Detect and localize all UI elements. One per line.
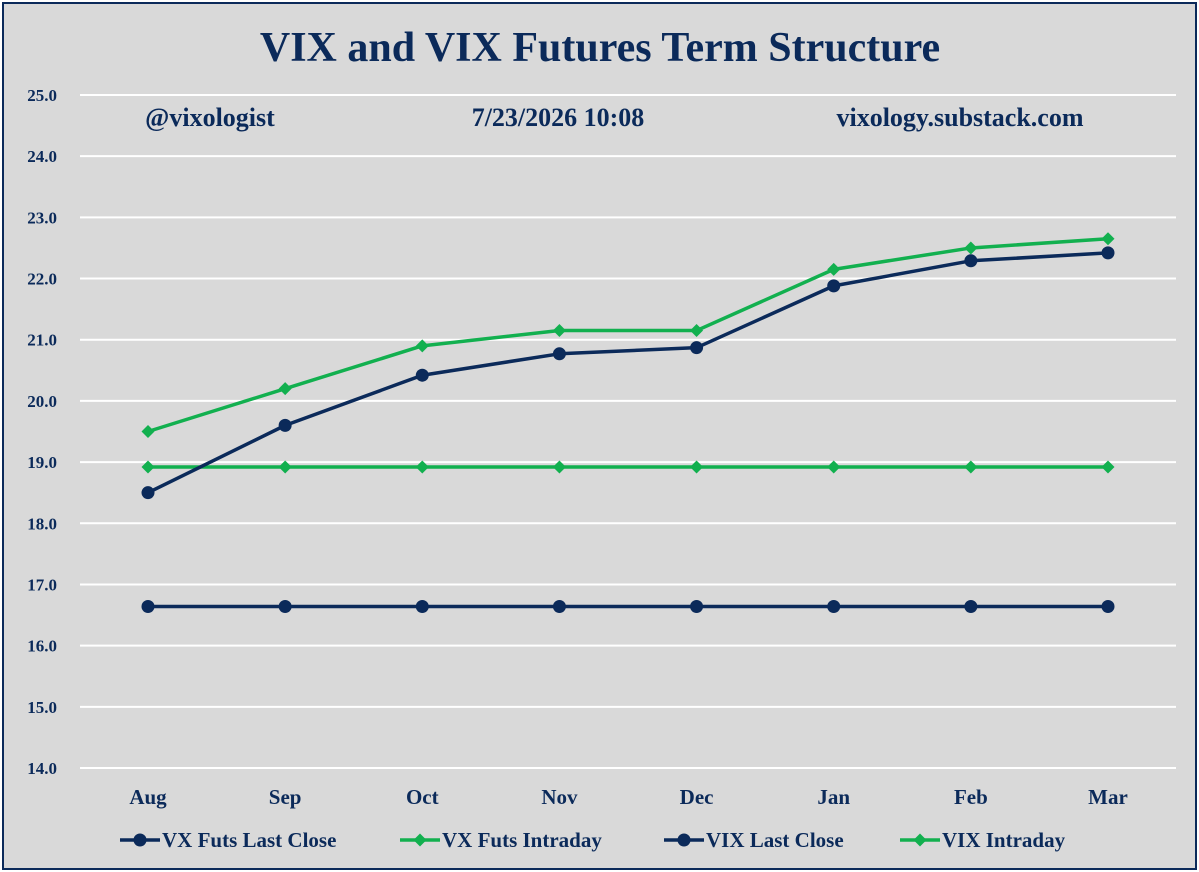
y-tick-label: 25.0 xyxy=(27,86,57,105)
data-point xyxy=(827,279,841,293)
series-layer xyxy=(141,232,1115,613)
legend-swatch-marker xyxy=(413,833,427,847)
data-point xyxy=(1101,232,1115,246)
data-point xyxy=(1101,246,1115,260)
data-point xyxy=(415,460,429,474)
x-tick-label: Dec xyxy=(680,785,714,809)
y-axis: 14.0 15.0 16.0 17.0 18.0 19.0 20.0 21.0 22.0 23.0… xyxy=(27,86,57,778)
data-point xyxy=(827,460,841,474)
data-point xyxy=(827,599,841,613)
legend: VX Futs Last Close VX Futs Intraday VIX La… xyxy=(120,828,1066,852)
series-line xyxy=(147,251,1109,495)
data-point xyxy=(141,460,155,474)
data-point xyxy=(141,425,155,438)
handle-annotation: @vixologist xyxy=(145,103,275,132)
data-point xyxy=(141,486,155,500)
x-axis: Aug Sep Oct Nov Dec Jan Feb Mar xyxy=(129,785,1128,809)
y-tick-label: 19.0 xyxy=(27,453,57,472)
data-point xyxy=(278,418,292,432)
data-point xyxy=(552,460,566,474)
chart-title: VIX and VIX Futures Term Structure xyxy=(260,25,940,71)
site-annotation: vixology.substack.com xyxy=(836,103,1083,132)
series-vx-futs-last-close xyxy=(141,246,1115,500)
series-vix-last-close xyxy=(141,599,1115,613)
data-point xyxy=(415,599,429,613)
data-point xyxy=(552,599,566,613)
gridlines xyxy=(80,94,1176,769)
timestamp-annotation: 7/23/2026 10:08 xyxy=(472,103,645,132)
legend-label: VIX Last Close xyxy=(706,828,844,852)
data-point xyxy=(415,339,429,353)
legend-item: VIX Intraday xyxy=(900,828,1066,852)
data-point xyxy=(1101,460,1115,474)
x-tick-label: Sep xyxy=(269,785,302,809)
data-point xyxy=(278,460,292,474)
series-vix-intraday xyxy=(141,460,1115,474)
series-vx-futs-intraday xyxy=(141,232,1115,438)
data-point xyxy=(278,382,292,396)
y-tick-label: 18.0 xyxy=(27,514,57,533)
y-tick-label: 14.0 xyxy=(27,759,57,778)
legend-swatch-marker xyxy=(677,833,691,847)
x-tick-label: Feb xyxy=(954,785,988,809)
legend-label: VX Futs Intraday xyxy=(442,828,602,852)
data-point xyxy=(415,368,429,382)
data-point xyxy=(552,347,566,361)
y-tick-label: 17.0 xyxy=(27,575,57,594)
series-line xyxy=(147,237,1109,434)
y-tick-label: 23.0 xyxy=(27,208,57,227)
legend-swatch-marker xyxy=(913,833,927,847)
data-point xyxy=(964,241,978,255)
y-tick-label: 20.0 xyxy=(27,392,57,411)
y-tick-label: 22.0 xyxy=(27,270,57,289)
data-point xyxy=(827,262,841,276)
data-point xyxy=(690,460,704,474)
y-tick-label: 15.0 xyxy=(27,698,57,717)
x-tick-label: Oct xyxy=(406,785,439,809)
legend-item: VIX Last Close xyxy=(664,828,844,852)
legend-swatch-marker xyxy=(133,833,147,847)
data-point xyxy=(141,599,155,613)
legend-label: VX Futs Last Close xyxy=(162,828,336,852)
legend-item: VX Futs Last Close xyxy=(120,828,336,852)
data-point xyxy=(964,460,978,474)
legend-item: VX Futs Intraday xyxy=(400,828,602,852)
data-point xyxy=(690,341,704,355)
data-point xyxy=(278,599,292,613)
data-point xyxy=(964,254,978,268)
data-point xyxy=(964,599,978,613)
data-point xyxy=(690,324,704,338)
data-point xyxy=(690,599,704,613)
x-tick-label: Nov xyxy=(541,785,578,809)
y-tick-label: 21.0 xyxy=(27,331,57,350)
data-point xyxy=(1101,599,1115,613)
x-tick-label: Aug xyxy=(129,785,167,809)
x-tick-label: Jan xyxy=(817,785,850,809)
data-point xyxy=(552,324,566,338)
y-tick-label: 16.0 xyxy=(27,637,57,656)
y-tick-label: 24.0 xyxy=(27,147,57,166)
legend-label: VIX Intraday xyxy=(942,828,1066,852)
x-tick-label: Mar xyxy=(1088,785,1128,809)
